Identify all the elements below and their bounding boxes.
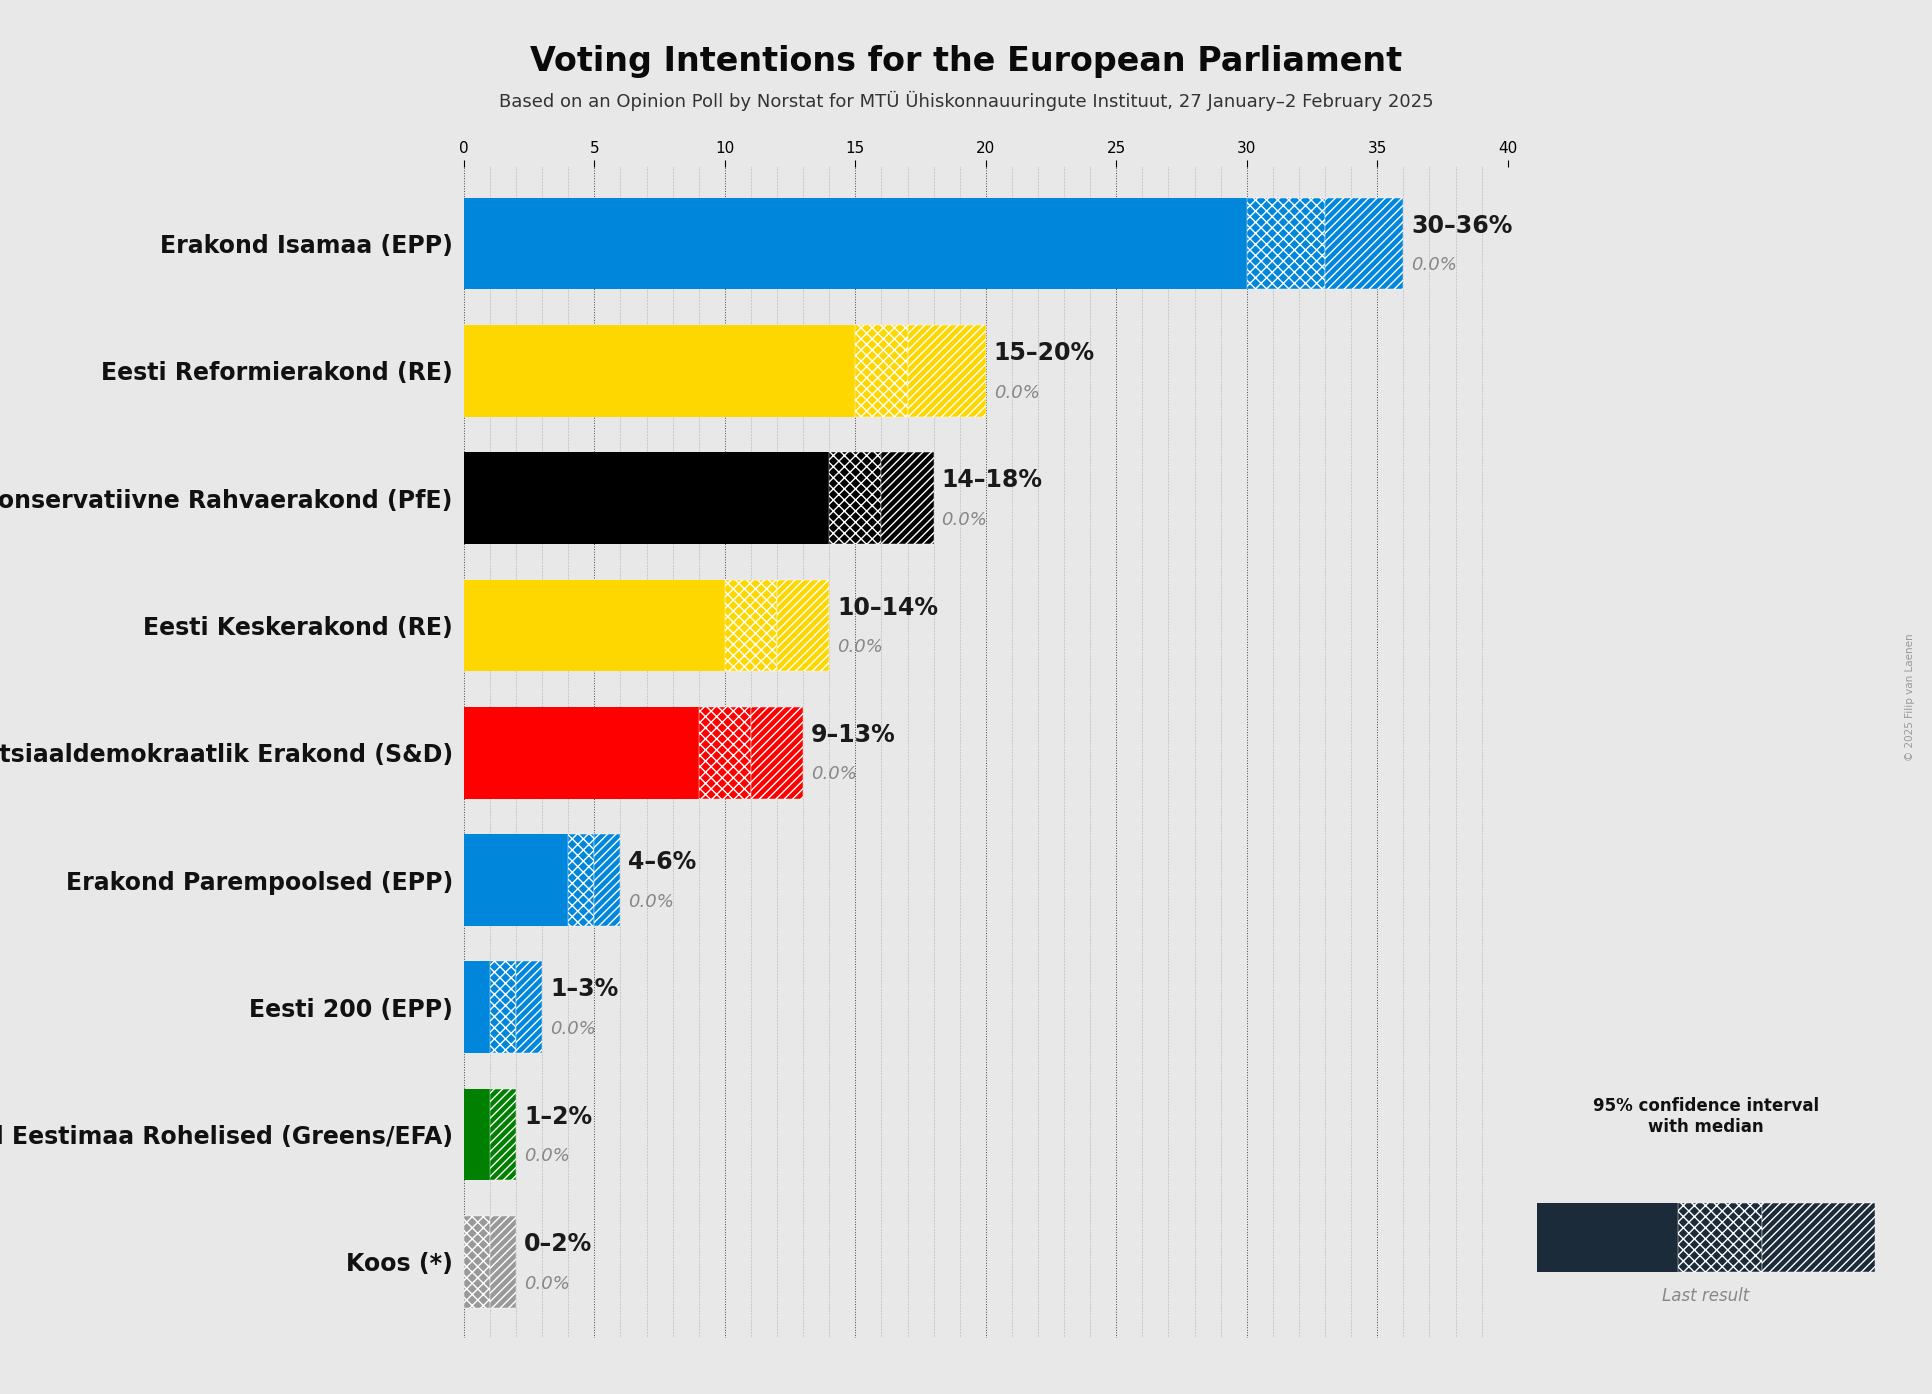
Text: 0.0%: 0.0% [524,1274,570,1292]
Text: 15–20%: 15–20% [993,342,1094,365]
Bar [1325,198,1403,290]
Text: 9–13%: 9–13% [811,723,895,747]
Text: 30–36%: 30–36% [1410,213,1511,238]
Bar [777,580,829,672]
Bar [491,1089,516,1181]
Bar [829,453,881,544]
Bar [464,1216,491,1308]
Bar [464,834,568,926]
Bar [464,453,829,544]
Bar [1762,1203,1874,1271]
Bar [750,707,804,799]
Text: 0–2%: 0–2% [524,1232,591,1256]
Bar [464,707,699,799]
Text: 1–2%: 1–2% [524,1105,591,1129]
Text: 0.0%: 0.0% [941,510,987,528]
Text: Voting Intentions for the European Parliament: Voting Intentions for the European Parli… [529,45,1403,78]
Text: © 2025 Filip van Laenen: © 2025 Filip van Laenen [1903,633,1915,761]
Bar [491,1216,516,1308]
Text: 0.0%: 0.0% [551,1020,595,1039]
Bar [856,325,908,417]
Text: 0.0%: 0.0% [524,1147,570,1165]
Bar [724,580,777,672]
Bar [908,325,985,417]
Text: 10–14%: 10–14% [837,595,937,620]
Text: 0.0%: 0.0% [811,765,856,783]
Text: 95% confidence interval
with median: 95% confidence interval with median [1592,1097,1818,1136]
Bar [464,580,724,672]
Text: Based on an Opinion Poll by Norstat for MTÜ Ühiskonnauuringute Instituut, 27 Jan: Based on an Opinion Poll by Norstat for … [498,91,1434,110]
Bar [491,962,516,1052]
Text: 4–6%: 4–6% [628,850,696,874]
Text: 0.0%: 0.0% [993,383,1039,401]
Bar [516,962,541,1052]
Text: 1–3%: 1–3% [551,977,618,1001]
Text: 0.0%: 0.0% [837,638,883,657]
Bar [595,834,620,926]
Bar [881,453,933,544]
Bar [464,1089,491,1181]
Text: 14–18%: 14–18% [941,468,1041,492]
Bar [699,707,750,799]
Text: 0.0%: 0.0% [628,892,674,910]
Bar [464,198,1246,290]
Bar [464,962,491,1052]
Bar [1246,198,1325,290]
Bar [1536,1203,1677,1271]
Bar [568,834,595,926]
Text: Last result: Last result [1662,1287,1748,1305]
Bar [1677,1203,1762,1271]
Text: 0.0%: 0.0% [1410,256,1457,275]
Bar [464,325,856,417]
